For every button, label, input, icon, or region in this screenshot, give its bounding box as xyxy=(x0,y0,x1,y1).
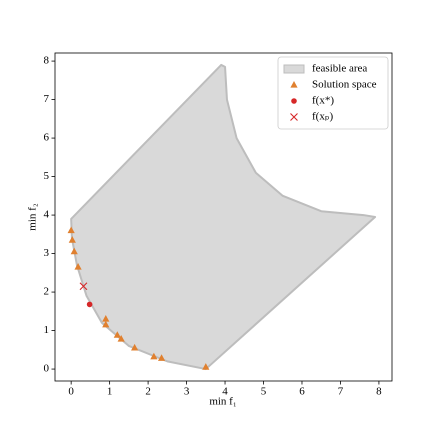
legend-label: feasible area xyxy=(312,63,367,75)
y-tick-label: 2 xyxy=(44,286,50,298)
data-point xyxy=(117,335,125,342)
legend-label: f(xₚ) xyxy=(312,111,334,123)
y-tick-label: 6 xyxy=(44,132,50,144)
y-tick-label: 5 xyxy=(44,170,50,182)
y-tick-label: 8 xyxy=(44,55,50,67)
data-point xyxy=(86,301,93,308)
feasible-area xyxy=(70,63,377,371)
legend-box xyxy=(277,56,389,130)
x-tick-label: 1 xyxy=(107,386,113,398)
data-point xyxy=(150,352,158,360)
y-tick-label: 1 xyxy=(44,324,50,336)
data-point xyxy=(102,320,110,328)
x-axis-label: min f₁ xyxy=(209,396,237,408)
legend-marker xyxy=(290,81,298,88)
x-tick-label: 0 xyxy=(68,386,74,398)
y-axis-label: min f₂ xyxy=(27,203,39,231)
legend-label: Solution space xyxy=(312,79,377,91)
x-tick-label: 2 xyxy=(145,386,151,398)
data-point xyxy=(68,236,76,243)
data-point xyxy=(70,247,78,255)
plot-frame xyxy=(54,52,393,382)
y-tick-label: 0 xyxy=(44,363,50,375)
x-tick-label: 5 xyxy=(261,386,267,398)
legend-swatch xyxy=(283,64,305,74)
x-tick-label: 3 xyxy=(184,386,190,398)
data-point xyxy=(202,363,210,370)
data-point xyxy=(67,226,75,234)
data-point xyxy=(131,343,139,351)
data-point xyxy=(79,282,88,291)
data-point xyxy=(157,354,166,361)
data-point xyxy=(113,331,121,338)
x-tick-label: 8 xyxy=(376,386,382,398)
data-point xyxy=(102,315,110,322)
y-tick-label: 3 xyxy=(44,247,50,259)
data-point xyxy=(74,263,82,270)
x-tick-label: 4 xyxy=(222,386,228,398)
legend-marker xyxy=(291,98,297,104)
y-tick-label: 7 xyxy=(44,93,50,105)
legend-label: f(x*) xyxy=(312,95,334,107)
y-tick-label: 4 xyxy=(44,209,50,221)
legend-marker xyxy=(290,113,298,121)
x-tick-label: 6 xyxy=(299,386,305,398)
x-tick-label: 7 xyxy=(338,386,344,398)
